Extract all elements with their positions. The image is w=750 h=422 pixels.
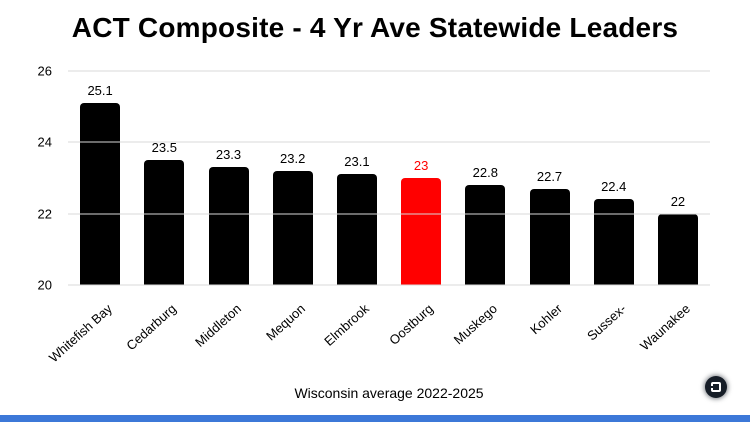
x-axis-label-whitefish-bay: Whitefish Bay: [46, 300, 116, 366]
bar-value-label: 23.5: [151, 140, 177, 156]
y-tick-label: 26: [37, 63, 52, 79]
y-tick-label: 22: [37, 206, 52, 222]
bar-whitefish-bay: [80, 103, 121, 285]
bar-value-label: 23.1: [344, 154, 370, 170]
bar-value-label: 23.3: [215, 147, 242, 163]
bars-row: 25.1 23.5 23.3 23.2 23.1 23 22.8 22.7 22.4 22: [68, 71, 710, 285]
bar-oostburg: [401, 178, 442, 285]
bar-cedarburg: [144, 160, 185, 285]
gridline: [68, 141, 710, 143]
x-axis-label-oostburg: Oostburg: [386, 300, 437, 348]
bar-value-label: 22: [670, 193, 686, 209]
bar-value-label: 22.4: [601, 179, 627, 195]
bar-slot-whitefish-bay: 25.1: [68, 71, 132, 285]
bar-waunakee: [657, 213, 698, 285]
bar-value-label: 23.2: [280, 150, 306, 166]
x-axis-label-cedarburg: Cedarburg: [123, 300, 180, 354]
x-axis-label-middleton: Middleton: [191, 300, 244, 350]
y-tick-label: 24: [37, 134, 52, 150]
bar-slot-waunakee: 22: [646, 71, 710, 285]
bar-value-label: 22.7: [536, 168, 563, 184]
badge-glyph-icon: [711, 382, 721, 392]
x-axis-label-muskego: Muskego: [451, 300, 501, 348]
gridline: [68, 70, 710, 72]
bar-slot-middleton: 23.3: [196, 71, 260, 285]
x-axis-labels: Whitefish Bay Cedarburg Middleton Mequon Elm…: [46, 285, 710, 365]
bar-muskego: [465, 185, 506, 285]
x-axis-label-kohler: Kohler: [526, 300, 565, 338]
x-axis-label-elmbrook: Elmbrook: [321, 300, 372, 349]
gridline: [68, 284, 710, 286]
bar-slot-sussex: 22.4: [582, 71, 646, 285]
footer-accent-bar: [0, 415, 750, 422]
bar-mequon: [272, 170, 313, 285]
chart-title: ACT Composite - 4 Yr Ave Statewide Leade…: [71, 12, 679, 43]
bar-slot-elmbrook: 23.1: [325, 71, 389, 285]
bar-slot-muskego: 22.8: [453, 71, 517, 285]
bar-slot-kohler: 22.7: [517, 71, 581, 285]
y-tick-label: 20: [37, 277, 52, 293]
bar-elmbrook: [336, 174, 377, 285]
x-axis-label-waunakee: Waunakee: [637, 300, 693, 354]
chart-caption: Wisconsin average 2022-2025: [294, 385, 484, 401]
x-axis-label-mequon: Mequon: [262, 300, 308, 344]
x-axis-label-sussex: Sussex-: [583, 300, 629, 344]
plot-area: 25.1 23.5 23.3 23.2 23.1 23 22.8 22.7 22.4 22: [68, 70, 710, 286]
bar-slot-mequon: 23.2: [261, 71, 325, 285]
y-axis-labels: 20 22 24 26: [0, 65, 58, 292]
bar-middleton: [208, 167, 249, 285]
bar-value-label: 25.1: [87, 83, 113, 99]
bar-value-label: 22.8: [472, 165, 498, 181]
bar-value-label: 23: [413, 158, 429, 173]
dark-circle-badge-icon[interactable]: [705, 376, 727, 398]
gridline: [68, 213, 710, 215]
bar-slot-cedarburg: 23.5: [132, 71, 196, 285]
bar-kohler: [529, 188, 570, 285]
bar-slot-oostburg: 23: [389, 71, 453, 285]
